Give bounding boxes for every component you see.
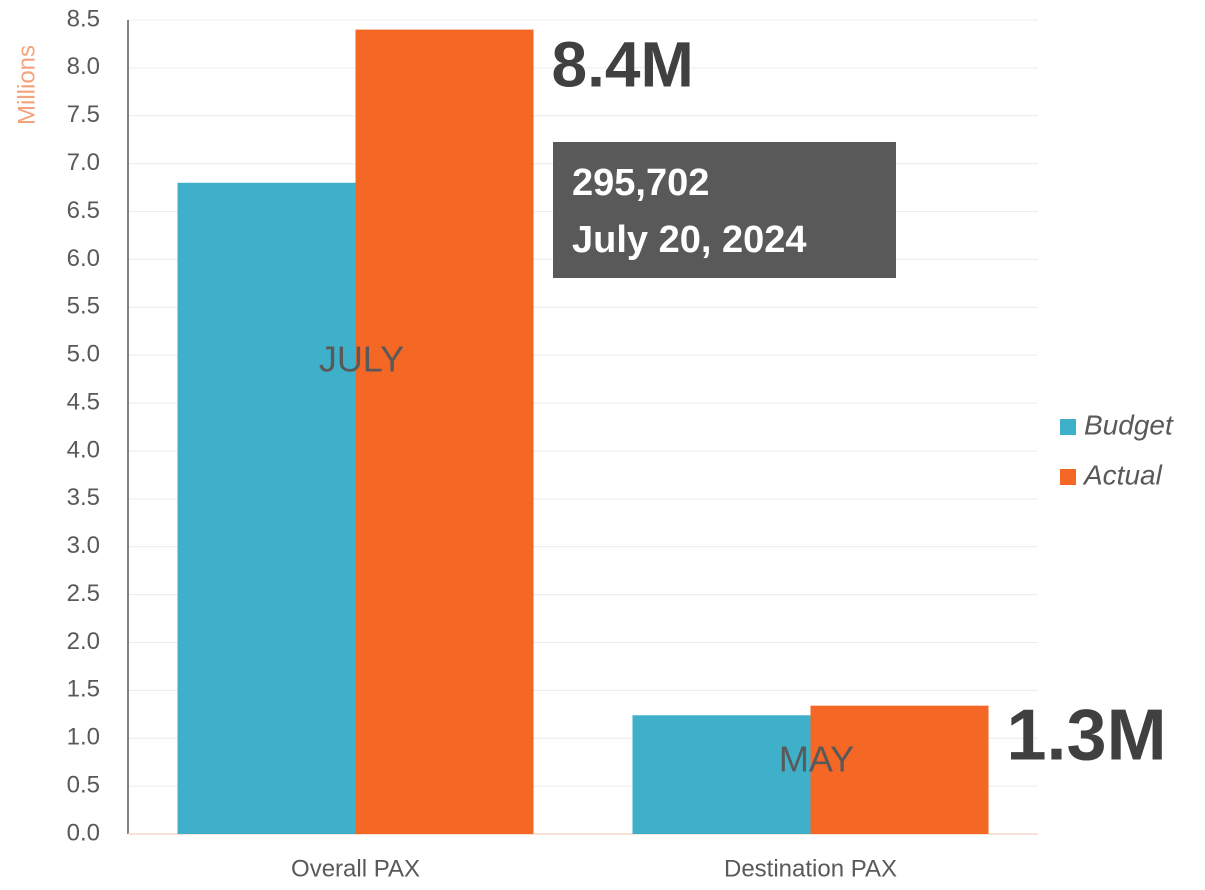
y-tick-label: 7.0 [67,149,100,176]
y-tick-label: 6.5 [67,197,100,224]
callout-text: 295,702 [572,162,709,204]
y-tick-label: 1.5 [67,676,100,703]
x-tick-label: Destination PAX [724,855,897,882]
legend-label: Actual [1082,459,1163,490]
bar [177,182,356,835]
bar-annotation: JULY [319,339,404,380]
bar [355,29,534,834]
value-label: 8.4M [552,28,694,100]
y-tick-label: 4.0 [67,436,100,463]
callout-box [553,142,896,278]
y-tick-label: 8.0 [67,53,100,80]
y-tick-label: 2.5 [67,580,100,607]
y-tick-label: 5.0 [67,341,100,368]
y-tick-label: 5.5 [67,293,100,320]
y-axis-label: Millions [13,45,40,125]
y-tick-label: 4.5 [67,388,100,415]
y-tick-label: 6.0 [67,245,100,272]
y-tick-label: 7.5 [67,101,100,128]
y-tick-label: 0.5 [67,771,100,798]
y-tick-label: 3.0 [67,532,100,559]
legend-label: Budget [1084,409,1174,440]
legend-swatch [1060,469,1076,485]
bar-annotation: MAY [779,739,854,780]
y-tick-label: 3.5 [67,484,100,511]
y-tick-label: 8.5 [67,5,100,32]
bar [810,705,989,834]
legend-swatch [1060,419,1076,435]
y-tick-label: 2.0 [67,628,100,655]
callout-text: July 20, 2024 [572,219,807,261]
bar [632,715,811,834]
y-tick-label: 0.0 [67,819,100,846]
value-label: 1.3M [1007,696,1167,776]
y-tick-label: 1.0 [67,724,100,751]
x-tick-label: Overall PAX [291,855,420,882]
